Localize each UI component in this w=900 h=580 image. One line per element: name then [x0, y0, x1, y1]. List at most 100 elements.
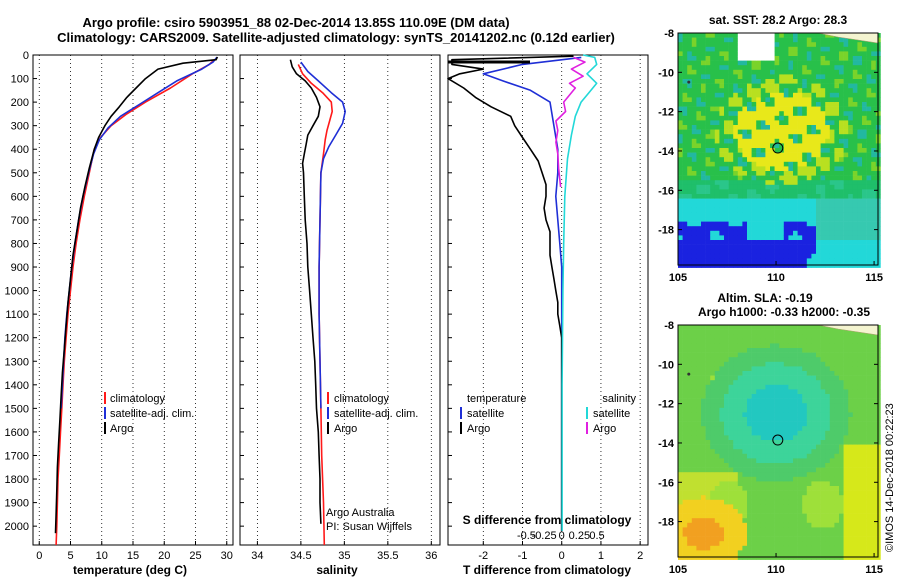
map-cell — [678, 426, 683, 432]
map-cell — [705, 120, 711, 126]
map-cell — [866, 180, 872, 186]
map-cell — [770, 51, 775, 57]
map-cell — [705, 527, 711, 533]
map-cell — [848, 421, 854, 427]
map-cell — [691, 495, 697, 501]
map-cell — [701, 189, 706, 195]
map-cell — [687, 198, 693, 204]
map-cell — [829, 175, 835, 181]
map-cell — [696, 180, 702, 186]
map-cell — [687, 152, 693, 158]
map-cell — [862, 481, 867, 487]
map-cell — [793, 194, 798, 199]
map-cell — [783, 37, 789, 43]
map-cell — [733, 157, 739, 163]
map-cell — [774, 407, 780, 413]
map-cell — [797, 426, 803, 432]
map-cell — [724, 495, 729, 501]
map-cell — [834, 235, 840, 241]
map-cell — [696, 217, 702, 222]
map-cell — [839, 161, 844, 167]
map-cell — [751, 56, 757, 61]
map-cell — [852, 343, 858, 349]
map-cell — [701, 152, 706, 158]
map-cell — [714, 83, 720, 89]
map-cell — [705, 481, 711, 487]
map-cell — [834, 361, 840, 367]
map-cell — [834, 157, 840, 163]
map-cell — [806, 384, 812, 390]
map-cell — [797, 253, 803, 259]
map-cell — [816, 338, 821, 344]
map-cell — [825, 476, 831, 482]
map-cell — [733, 203, 739, 209]
map-cell — [696, 412, 702, 418]
map-cell — [852, 138, 858, 144]
map-cell — [682, 486, 688, 491]
map-cell — [751, 536, 757, 542]
map-cell — [820, 463, 826, 468]
map-cell — [691, 550, 697, 556]
map-cell — [733, 481, 739, 487]
map-cell — [816, 499, 821, 505]
map-cell — [866, 522, 872, 528]
map-cell — [696, 212, 702, 218]
map-cell — [696, 435, 702, 441]
map-cell — [779, 194, 785, 199]
map-cell — [797, 106, 803, 112]
map-cell — [834, 46, 840, 52]
map-cell — [774, 476, 780, 482]
map-cell — [866, 115, 872, 121]
map-cell — [678, 522, 683, 528]
map-cell — [733, 357, 739, 363]
map-cell — [797, 495, 803, 501]
map-cell — [783, 217, 789, 222]
map-cell — [770, 343, 775, 349]
map-cell — [742, 88, 748, 94]
map-cell — [719, 69, 725, 75]
map-cell — [678, 171, 683, 176]
map-cell — [710, 88, 716, 94]
map-cell — [871, 398, 877, 404]
map-cell — [710, 152, 716, 158]
map-cell — [825, 125, 831, 130]
map-cell — [783, 444, 789, 450]
map-cell — [682, 412, 688, 418]
map-cell — [705, 398, 711, 404]
map-cell — [834, 175, 840, 181]
map-cell — [843, 522, 849, 528]
map-cell — [687, 513, 693, 519]
map-cell — [802, 343, 808, 349]
map-cell — [834, 37, 840, 43]
map-cell — [733, 194, 739, 199]
map-cell — [866, 148, 872, 153]
map-cell — [701, 143, 706, 149]
map-cell — [682, 69, 688, 75]
map-cell — [866, 467, 872, 473]
map-cell — [816, 194, 821, 199]
map-cell — [788, 42, 794, 48]
map-cell — [770, 541, 775, 547]
map-cell — [687, 92, 693, 98]
map-cell — [774, 389, 780, 395]
map-cell — [747, 171, 752, 176]
map-cell — [710, 348, 716, 353]
map-cell — [802, 504, 808, 510]
map-cell — [793, 203, 798, 209]
map-cell — [862, 226, 867, 232]
map-cell — [701, 444, 706, 450]
map-cell — [816, 138, 821, 144]
map-cell — [843, 97, 849, 103]
map-cell — [691, 180, 697, 186]
map-cell — [866, 203, 872, 209]
map-cell — [691, 403, 697, 409]
map-cell — [783, 541, 789, 547]
map-cell — [737, 389, 743, 395]
map-cell — [724, 46, 729, 52]
map-cell — [793, 458, 798, 464]
map-cell — [774, 230, 780, 236]
map-cell — [737, 509, 743, 514]
map-cell — [825, 198, 831, 204]
map-cell — [793, 499, 798, 505]
map-cell — [728, 389, 734, 395]
